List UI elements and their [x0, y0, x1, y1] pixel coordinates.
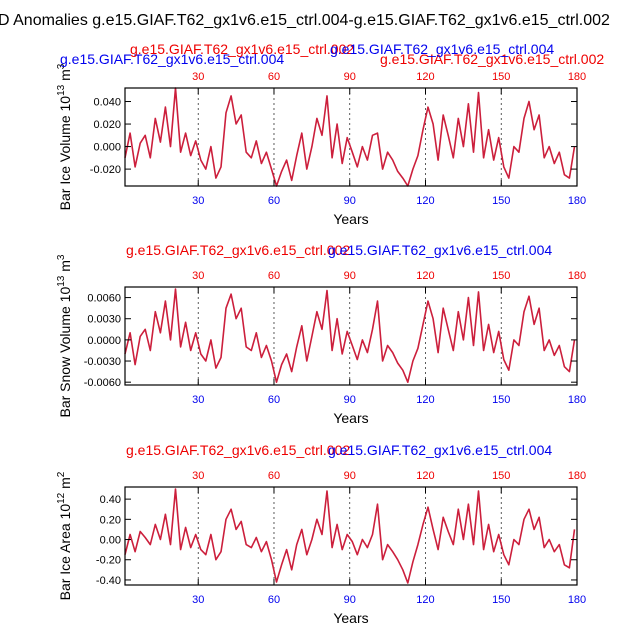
plot-frame-ice-volume: [124, 87, 578, 187]
y-axis-label-part-ice-volume-3: 3: [56, 63, 67, 69]
legend-left-ice-area: g.e15.GIAF.T62_gx1v6.e15_ctrl.002: [126, 442, 350, 458]
x-axis-label-snow-volume: Years: [333, 410, 368, 426]
data-line-ice-area: [124, 488, 576, 584]
x-tick-top-label-snow-volume-1: 60: [268, 270, 280, 282]
y-axis-label-part-ice-area-2: m: [57, 477, 73, 493]
y-axis-label-part-ice-volume-1: 13: [56, 84, 67, 96]
y-tick-label-snow-volume-0: 0.0060: [87, 293, 121, 305]
legend-right-snow-volume: g.e15.GIAF.T62_gx1v6.e15_ctrl.004: [328, 242, 552, 258]
legend-left-ice-volume: g.e15.GIAF.T62_gx1v6.e15_ctrl.004: [60, 51, 284, 67]
y-axis-label-part-ice-area-3: 2: [56, 471, 67, 477]
data-line-ice-volume: [124, 87, 576, 187]
y-tick-label-snow-volume-2: 0.0000: [87, 335, 121, 347]
y-tick-label-ice-area-3: -0.20: [96, 555, 121, 567]
x-tick-label-ice-area-2: 90: [344, 594, 356, 606]
y-axis-label-part-ice-volume-2: m: [57, 69, 73, 85]
x-tick-label-ice-volume-2: 90: [344, 195, 356, 207]
x-tick-top-label-ice-area-0: 30: [192, 470, 204, 482]
x-tick-top-label-snow-volume-3: 120: [416, 270, 434, 282]
legend-left-snow-volume: g.e15.GIAF.T62_gx1v6.e15_ctrl.002: [126, 242, 350, 258]
y-axis-label-part-snow-volume-0: Bar Snow Volume 10: [57, 287, 73, 418]
x-tick-label-ice-volume-3: 120: [416, 195, 434, 207]
y-tick-label-ice-volume-0: 0.040: [93, 97, 121, 109]
x-tick-top-label-ice-area-3: 120: [416, 470, 434, 482]
x-tick-top-label-ice-area-4: 150: [492, 470, 510, 482]
x-tick-label-snow-volume-2: 90: [344, 394, 356, 406]
x-tick-top-label-ice-volume-5: 180: [568, 71, 586, 83]
plot-frame-ice-area: [124, 486, 578, 586]
x-tick-top-label-snow-volume-4: 150: [492, 270, 510, 282]
y-tick-label-ice-volume-1: 0.020: [93, 119, 121, 131]
y-tick-label-ice-area-4: -0.40: [96, 575, 121, 587]
x-tick-top-label-snow-volume-5: 180: [568, 270, 586, 282]
x-tick-label-snow-volume-4: 150: [492, 394, 510, 406]
y-axis-label-part-ice-volume-0: Bar Ice Volume 10: [57, 96, 73, 211]
x-tick-top-label-ice-volume-0: 30: [192, 71, 204, 83]
x-tick-top-label-snow-volume-2: 90: [344, 270, 356, 282]
panel-ice-area: 0.40 0.20 0.00 -0.20 -0.40 30 30 60 60 90 90 120 120…: [56, 442, 586, 626]
x-tick-top-label-ice-area-1: 60: [268, 470, 280, 482]
y-tick-label-ice-area-2: 0.00: [100, 535, 121, 547]
x-tick-label-ice-volume-5: 180: [568, 195, 586, 207]
legend-overlap-a-ice-volume: g.e15.GIAF.T62_gx1v6.e15_ctrl.002: [130, 41, 354, 57]
x-tick-top-label-ice-volume-3: 120: [416, 71, 434, 83]
x-tick-label-ice-area-5: 180: [568, 594, 586, 606]
data-line-snow-volume: [124, 288, 576, 384]
y-tick-label-ice-area-0: 0.40: [100, 494, 121, 506]
y-tick-label-snow-volume-4: -0.0060: [84, 377, 121, 389]
y-tick-label-ice-area-1: 0.20: [100, 514, 121, 526]
x-tick-top-label-ice-volume-4: 150: [492, 71, 510, 83]
panel-snow-volume: 0.0060 0.0030 0.0000 -0.0030 -0.0060 30 30 60 60…: [56, 242, 586, 426]
x-tick-top-label-ice-area-2: 90: [344, 470, 356, 482]
y-tick-label-ice-volume-3: -0.020: [90, 164, 121, 176]
plot-frame-snow-volume: [124, 286, 578, 386]
x-tick-label-ice-area-1: 60: [268, 594, 280, 606]
x-tick-label-snow-volume-1: 60: [268, 394, 280, 406]
y-axis-label-snow-volume: Bar Snow Volume 1013 m3: [56, 254, 73, 417]
legend-right-ice-area: g.e15.GIAF.T62_gx1v6.e15_ctrl.004: [328, 442, 552, 458]
y-axis-label-part-snow-volume-2: m: [57, 260, 73, 276]
y-axis-label-part-snow-volume-1: 13: [56, 275, 67, 287]
y-axis-label-part-snow-volume-3: 3: [56, 254, 67, 260]
x-tick-top-label-snow-volume-0: 30: [192, 270, 204, 282]
x-tick-label-snow-volume-0: 30: [192, 394, 204, 406]
x-tick-label-ice-volume-4: 150: [492, 195, 510, 207]
x-tick-label-ice-volume-1: 60: [268, 195, 280, 207]
x-axis-label-ice-area: Years: [333, 610, 368, 626]
legend-right-ice-volume: g.e15.GIAF.T62_gx1v6.e15_ctrl.002: [380, 51, 604, 67]
y-axis-label-ice-volume: Bar Ice Volume 1013 m3: [56, 63, 73, 210]
x-tick-top-label-ice-volume-2: 90: [344, 71, 356, 83]
x-tick-label-snow-volume-3: 120: [416, 394, 434, 406]
chart-title: D Anomalies g.e15.GIAF.T62_gx1v6.e15_ctr…: [0, 12, 610, 29]
x-tick-label-ice-area-4: 150: [492, 594, 510, 606]
x-tick-top-label-ice-volume-1: 60: [268, 71, 280, 83]
y-axis-label-ice-area: Bar Ice Area 1012 m2: [56, 471, 73, 600]
x-axis-label-ice-volume: Years: [333, 211, 368, 227]
legend-overlap-b-ice-volume: g.e15.GIAF.T62_gx1v6.e15_ctrl.004: [330, 41, 554, 57]
x-tick-label-ice-area-0: 30: [192, 594, 204, 606]
x-tick-label-snow-volume-5: 180: [568, 394, 586, 406]
x-tick-label-ice-area-3: 120: [416, 594, 434, 606]
y-tick-label-ice-volume-2: 0.000: [93, 142, 121, 154]
y-axis-label-part-ice-area-1: 12: [56, 492, 67, 504]
x-tick-label-ice-volume-0: 30: [192, 195, 204, 207]
x-tick-top-label-ice-area-5: 180: [568, 470, 586, 482]
y-tick-label-snow-volume-1: 0.0030: [87, 314, 121, 326]
panel-ice-volume: 0.040 0.020 0.000 -0.020 30 30 60 60 90 90 120 120 1…: [56, 41, 604, 227]
y-axis-label-part-ice-area-0: Bar Ice Area 10: [57, 504, 73, 601]
panels-group: 0.040 0.020 0.000 -0.020 30 30 60 60 90 90 120 120 1…: [56, 41, 604, 626]
y-tick-label-snow-volume-3: -0.0030: [84, 356, 121, 368]
